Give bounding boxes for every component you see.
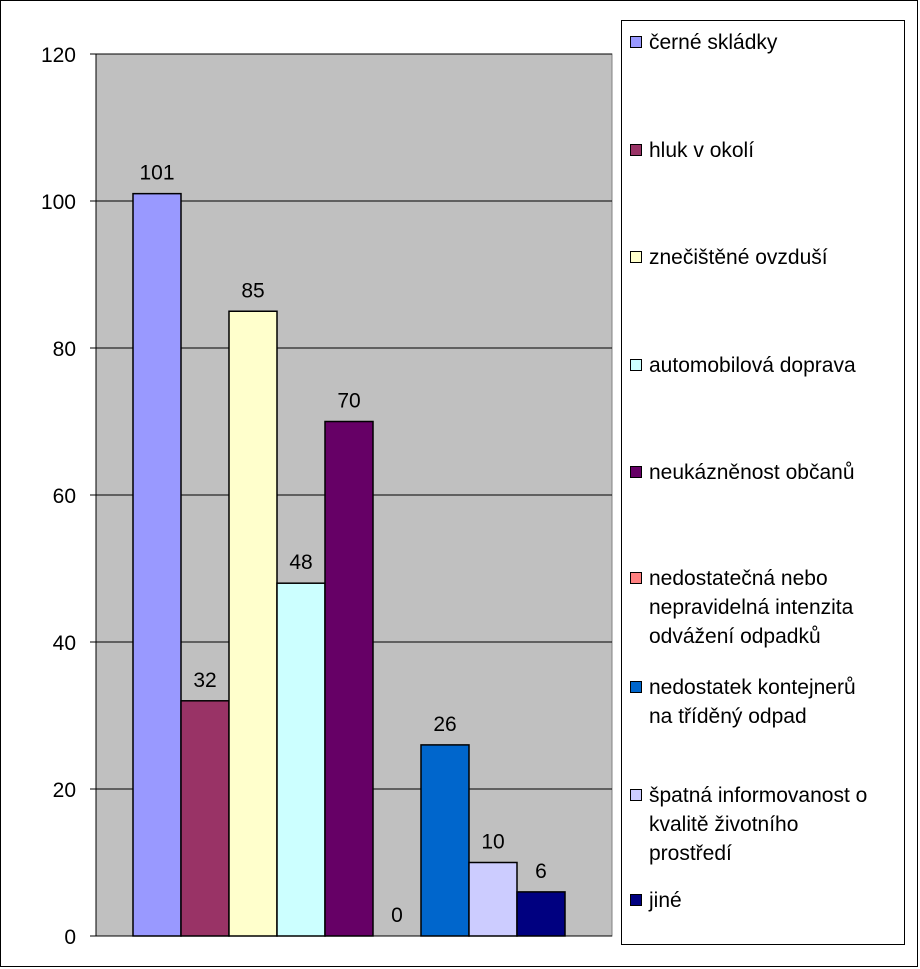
data-label: 10 <box>481 831 504 854</box>
legend-label: nedostatek kontejnerů na tříděný odpad <box>649 676 856 728</box>
legend-label: automobilová doprava <box>649 354 856 377</box>
bar <box>228 310 278 937</box>
bar <box>324 420 374 937</box>
legend-label: černé skládky <box>649 31 778 54</box>
legend-swatch <box>630 466 642 478</box>
y-tick-label: 120 <box>41 44 76 67</box>
legend-swatch <box>630 572 642 584</box>
legend-swatch <box>630 36 642 48</box>
data-label: 26 <box>433 713 456 736</box>
legend-item: špatná informovanost o kvalitě životního… <box>630 781 902 868</box>
data-label: 0 <box>391 904 403 927</box>
data-label: 48 <box>289 551 312 574</box>
legend-label: hluk v okolí <box>649 139 755 162</box>
legend-label: nedostatečná nebo nepravidelná intenzita… <box>649 567 854 648</box>
bar <box>276 582 326 937</box>
y-tick-label: 100 <box>41 191 76 214</box>
data-label: 70 <box>337 390 360 413</box>
bar <box>516 891 566 937</box>
bar <box>180 700 230 937</box>
legend-item: jiné <box>630 886 902 915</box>
legend-label: neukázněnost občanů <box>649 461 855 484</box>
legend-label: špatná informovanost o kvalitě životního… <box>649 784 868 865</box>
legend: černé skládky hluk v okolí znečištěné ovzd… <box>621 20 905 945</box>
legend-item: nedostatek kontejnerů na tříděný odpad <box>630 673 902 731</box>
bar <box>420 744 470 937</box>
legend-swatch <box>630 789 642 801</box>
legend-label: znečištěné ovzduší <box>649 246 828 269</box>
legend-item: černé skládky <box>630 28 902 57</box>
y-tick-label: 80 <box>53 338 76 361</box>
data-label: 101 <box>139 162 174 185</box>
data-label: 85 <box>241 279 264 302</box>
legend-item: nedostatečná nebo nepravidelná intenzita… <box>630 564 902 651</box>
legend-label: jiné <box>649 889 682 912</box>
bars <box>132 192 566 937</box>
legend-swatch <box>630 251 642 263</box>
legend-item: hluk v okolí <box>630 136 902 165</box>
data-label: 32 <box>193 669 216 692</box>
data-labels: 101 32 85 48 70 0 26 10 6 <box>139 162 546 927</box>
y-tick-label: 60 <box>53 485 76 508</box>
legend-swatch <box>630 894 642 906</box>
legend-item: znečištěné ovzduší <box>630 243 902 272</box>
legend-swatch <box>630 681 642 693</box>
legend-item: neukázněnost občanů <box>630 458 902 487</box>
legend-swatch <box>630 144 642 156</box>
y-tick-label: 0 <box>64 926 76 949</box>
y-tick-label: 20 <box>53 779 76 802</box>
bar <box>132 192 182 937</box>
y-tick-label: 40 <box>53 632 76 655</box>
data-label: 6 <box>535 860 547 883</box>
legend-swatch <box>630 359 642 371</box>
bar <box>468 861 518 937</box>
legend-item: automobilová doprava <box>630 351 902 380</box>
